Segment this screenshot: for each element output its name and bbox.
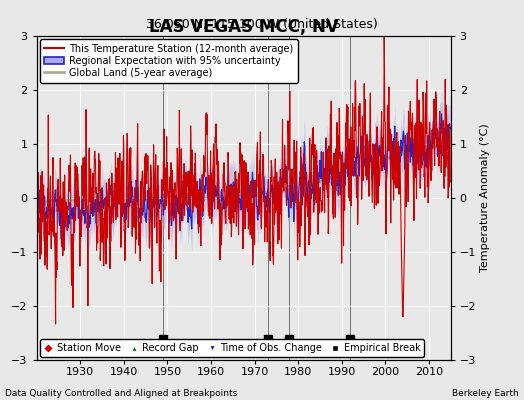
Text: Berkeley Earth: Berkeley Earth	[452, 389, 519, 398]
Y-axis label: Temperature Anomaly (°C): Temperature Anomaly (°C)	[481, 124, 490, 272]
Text: 36.050 N, 115.100 W (United States): 36.050 N, 115.100 W (United States)	[146, 18, 378, 31]
Legend: Station Move, Record Gap, Time of Obs. Change, Empirical Break: Station Move, Record Gap, Time of Obs. C…	[40, 339, 424, 357]
Title: LAS VEGAS MCC, NV: LAS VEGAS MCC, NV	[149, 18, 339, 36]
Text: Data Quality Controlled and Aligned at Breakpoints: Data Quality Controlled and Aligned at B…	[5, 389, 237, 398]
